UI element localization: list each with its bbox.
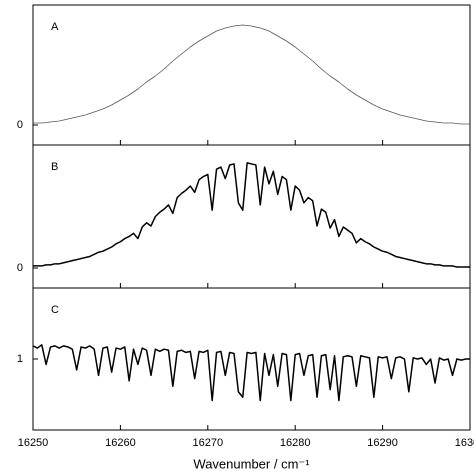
x-tick-label: 16260: [105, 437, 136, 449]
y-tick-label: 1: [17, 353, 23, 365]
x-tick-label: 16300: [455, 437, 474, 449]
y-tick-label: 0: [17, 262, 23, 274]
panel-label: C: [51, 304, 59, 316]
panel-frame: [32, 144, 471, 289]
y-tick-label: 0: [17, 119, 23, 131]
spectrum-line: [33, 24, 470, 125]
x-tick-label: 16250: [18, 437, 49, 449]
x-tick-label: 16280: [280, 437, 311, 449]
x-tick-label: 16290: [367, 437, 398, 449]
spectrum-line: [33, 162, 470, 268]
panel-label: B: [51, 161, 58, 173]
panel-label: A: [51, 21, 59, 33]
x-axis-label: Wavenumber / cm⁻¹: [193, 456, 310, 471]
x-tick-label: 16270: [193, 437, 224, 449]
spectrum-line: [32, 344, 470, 402]
